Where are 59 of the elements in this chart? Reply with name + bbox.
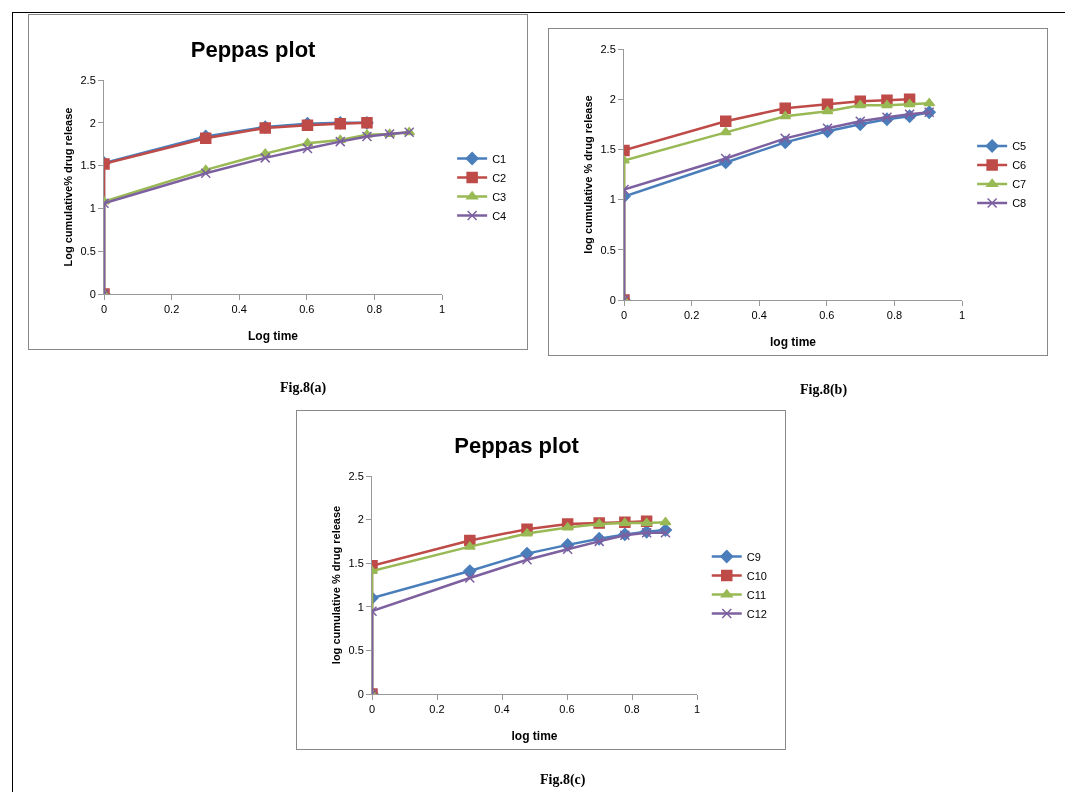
x-axis-title: log time [511,729,558,743]
y-axis-title: Log cumulative% drug release [62,107,74,267]
legend-label: C6 [1012,159,1027,172]
x-tick-label: 0 [368,703,376,716]
y-axis-title: log cumulative % drug release [330,505,342,665]
x-tick-label: 1 [438,303,446,316]
x-tick-label: 0.8 [366,303,383,316]
x-axis-title: Log time [248,329,299,343]
x-tick-label: 0.2 [163,303,180,316]
y-tick-label: 0.5 [348,644,364,657]
caption: Fig.8(a) [280,380,327,396]
x-tick-label: 0.6 [299,303,315,316]
x-tick-label: 1 [958,309,966,322]
x-tick-label: 0.2 [683,309,700,322]
y-tick-label: 2.5 [348,469,364,482]
x-tick-label: 0.4 [231,303,247,316]
legend-label: C7 [1012,178,1027,191]
legend-label: C4 [492,209,507,222]
x-tick-label: 0.8 [624,703,640,716]
chart-title: Peppas plot [454,432,580,458]
legend-label: C5 [1012,140,1027,153]
y-tick-label: 1 [609,193,616,206]
x-tick-label: 1 [693,703,701,716]
x-tick-label: 0.6 [559,703,575,716]
legend-label: C11 [746,588,767,601]
x-tick-label: 0.4 [751,309,767,322]
x-tick-label: 0.8 [886,309,903,322]
x-tick-label: 0.6 [819,309,835,322]
legend-label: C12 [746,607,767,620]
legend-label: C10 [746,569,767,582]
caption: Fig.8(c) [540,772,586,788]
legend-label: C9 [746,550,761,563]
caption: Fig.8(b) [800,382,848,398]
y-tick-label: 2 [89,116,96,129]
y-tick-label: 1 [89,202,96,215]
legend-label: C3 [492,190,507,203]
y-tick-label: 0.5 [80,245,96,258]
y-tick-label: 2 [609,93,616,106]
legend-label: C2 [492,171,507,184]
y-tick-label: 0 [609,293,616,306]
y-tick-label: 2.5 [600,42,616,55]
y-tick-label: 2.5 [80,73,96,86]
legend-label: C1 [492,152,507,165]
chart-title: Peppas plot [190,36,317,62]
legend-label: C8 [1012,197,1027,210]
x-tick-label: 0 [100,303,108,316]
y-axis-title: log cumulative % drug release [582,95,594,254]
y-tick-label: 1.5 [600,143,616,156]
y-tick-label: 1.5 [80,159,96,172]
y-tick-label: 2 [357,513,364,526]
y-tick-label: 0.5 [600,243,616,256]
x-axis-title: log time [769,335,817,349]
y-tick-label: 0 [89,287,96,300]
y-tick-label: 0 [357,687,364,700]
y-tick-label: 1 [357,600,364,613]
x-tick-label: 0.2 [429,703,445,716]
x-tick-label: 0 [620,309,628,322]
y-tick-label: 1.5 [348,557,364,570]
x-tick-label: 0.4 [494,703,510,716]
